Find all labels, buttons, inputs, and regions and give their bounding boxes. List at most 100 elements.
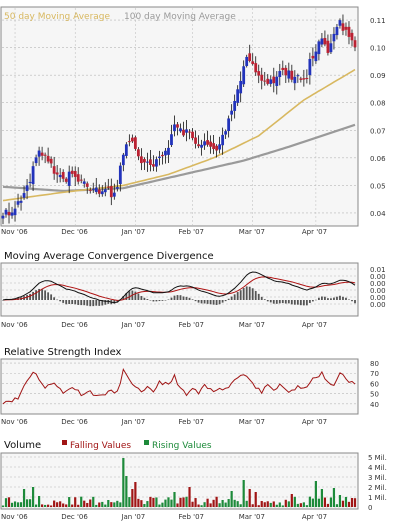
macd-hist-bar	[116, 300, 119, 303]
rsi-y-tick-2: 60	[370, 380, 379, 388]
macd-hist-bar	[80, 300, 83, 306]
rsi-gridlines	[2, 362, 357, 405]
macd-hist-bar	[311, 300, 314, 302]
legend-ma100: 100 day Moving Average	[124, 12, 236, 22]
x-tick-label-3: Feb '07	[179, 228, 204, 236]
candle-up	[200, 144, 203, 148]
rsi-line	[2, 367, 356, 405]
x-tick-label-3: Feb '07	[179, 513, 204, 521]
macd-hist-bar	[2, 300, 4, 301]
macd-hist-bar	[38, 288, 41, 300]
candle-up	[173, 124, 176, 132]
candle-up	[218, 144, 222, 150]
ma100-path	[2, 123, 356, 193]
macd-y-ticks: 0.010.000.000.000.000.00	[370, 266, 386, 309]
candle-up	[28, 181, 32, 184]
macd-hist-bar	[248, 286, 251, 300]
macd-hist-bar	[86, 300, 89, 306]
volume-bar-rising	[338, 495, 342, 507]
macd-hist-bar	[188, 297, 191, 300]
candle-down	[49, 158, 53, 164]
volume-bar-rising	[314, 481, 317, 507]
macd-hist-bar	[284, 300, 287, 304]
volume-bar-falling	[140, 500, 143, 507]
candle-down	[284, 67, 288, 76]
candle-up	[16, 201, 20, 205]
volume-bar-rising	[308, 496, 311, 507]
macd-hist-bar	[293, 300, 296, 305]
volume-bar-falling	[257, 505, 260, 507]
macd-hist-bar	[348, 299, 350, 300]
x-tick-label-0: Nov '06	[1, 513, 28, 521]
macd-hist-bar	[95, 300, 98, 306]
volume-bar-rising	[125, 476, 128, 507]
candle-up	[233, 100, 237, 111]
candle-up	[317, 41, 321, 55]
macd-hist-bar	[227, 298, 230, 300]
volume-bar-rising	[104, 504, 107, 507]
candle-up	[296, 75, 300, 77]
macd-hist-bar	[101, 300, 104, 306]
price-y-ticks: 0.11 0.10 0.09 0.08 0.07 0.06 0.05 0.04	[370, 17, 386, 218]
macd-hist-bar	[179, 295, 182, 300]
volume-bar-rising	[146, 501, 149, 507]
candle-down	[176, 124, 179, 128]
volume-bar-falling	[290, 494, 293, 507]
macd-lines	[2, 271, 356, 304]
volume-bar-falling	[347, 501, 351, 507]
volume-bar-falling	[212, 499, 215, 507]
volume-bar-rising	[332, 488, 336, 507]
candle-down	[55, 172, 59, 175]
candle-down	[46, 155, 50, 162]
price-plot-area	[0, 6, 359, 227]
volume-bar-rising	[19, 502, 23, 507]
volume-bar-rising	[185, 496, 188, 507]
x-tick-label-0: Nov '06	[1, 228, 28, 236]
candle-up	[58, 175, 62, 178]
volume-bar-falling	[47, 504, 50, 507]
candle-up	[278, 71, 282, 77]
candle-down	[302, 78, 306, 80]
candle-down	[290, 70, 294, 80]
macd-hist-bar	[74, 300, 77, 305]
macd-hist-bar	[257, 293, 260, 300]
macd-hist-bar	[56, 299, 59, 301]
volume-bar-falling	[197, 504, 200, 507]
candle-down	[251, 61, 255, 65]
candle-up	[167, 147, 170, 155]
volume-bar-falling	[191, 501, 194, 507]
volume-bar-falling	[209, 503, 212, 507]
volume-bar-falling	[194, 498, 197, 507]
volume-bar-falling	[266, 501, 269, 507]
volume-bar-rising	[329, 497, 333, 507]
macd-hist-bar	[230, 296, 233, 300]
candle-down	[347, 26, 351, 37]
macd-y-tick-0: 0.01	[370, 266, 386, 274]
macd-hist-bar	[321, 296, 323, 300]
candle-down	[182, 129, 185, 136]
candle-down	[43, 154, 47, 156]
macd-hist-bar	[149, 300, 152, 301]
candle-down	[299, 78, 303, 80]
candle-down	[149, 159, 152, 165]
x-tick-label-4: Mar '07	[239, 321, 265, 329]
macd-hist-bar	[324, 296, 326, 300]
macd-hist-bar	[44, 290, 47, 300]
volume-bar-rising	[38, 496, 41, 507]
candle-down	[188, 131, 191, 133]
macd-y-tick-3: 0.00	[370, 287, 386, 295]
macd-hist-bar	[170, 297, 173, 300]
macd-hist-bar	[167, 299, 170, 300]
macd-hist-bar	[281, 300, 284, 304]
volume-bar-falling	[65, 504, 68, 507]
candle-down	[52, 166, 56, 174]
macd-hist-bar	[89, 300, 92, 307]
volume-bar-rising	[233, 499, 236, 507]
candle-down	[260, 74, 264, 81]
rsi-y-ticks: 80 70 60 50 40	[370, 360, 379, 409]
candle-down	[106, 186, 110, 188]
volume-bar-rising	[155, 497, 158, 507]
macd-hist-bar	[113, 300, 116, 304]
candle-down	[61, 172, 65, 179]
